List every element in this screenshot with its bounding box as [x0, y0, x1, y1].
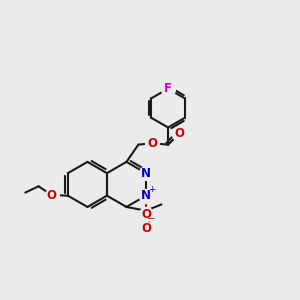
Text: O: O: [147, 136, 158, 150]
Text: −: −: [147, 214, 156, 224]
Text: O: O: [174, 127, 184, 140]
Text: F: F: [164, 82, 172, 95]
Text: O: O: [141, 208, 151, 221]
Text: N: N: [141, 189, 151, 202]
Text: N: N: [141, 167, 151, 180]
Text: +: +: [148, 185, 156, 194]
Text: O: O: [142, 222, 152, 235]
Text: O: O: [46, 189, 57, 202]
